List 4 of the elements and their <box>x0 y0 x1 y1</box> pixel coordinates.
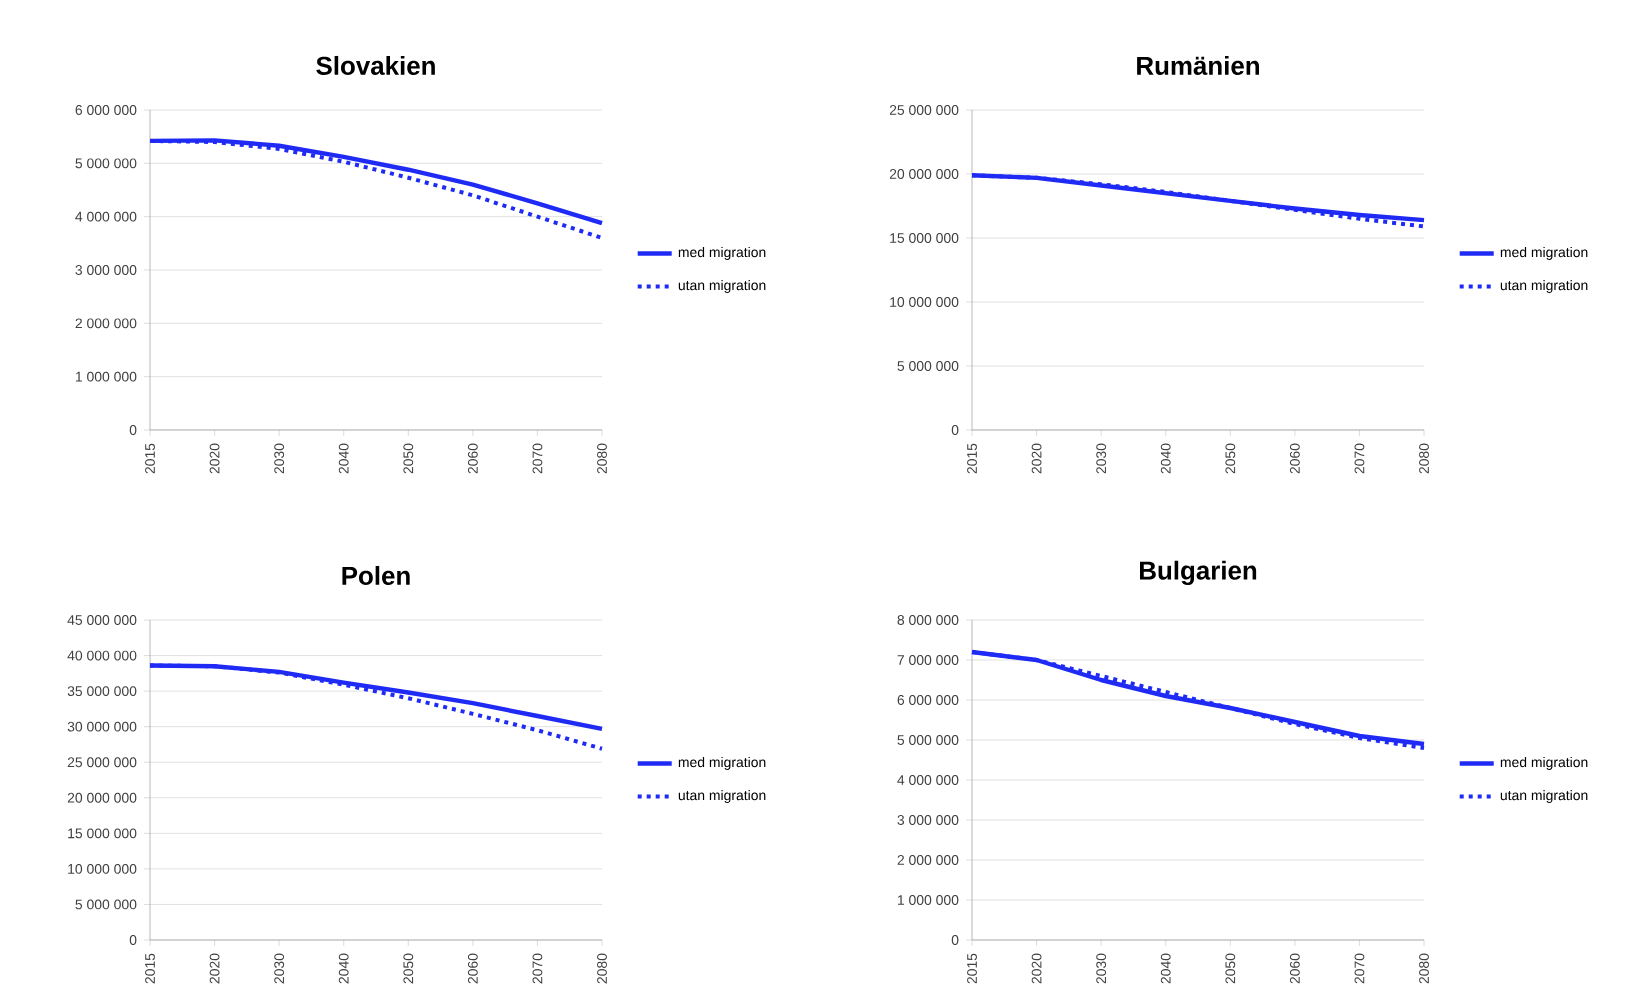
chart-title: Slovakien <box>316 55 435 75</box>
chart-title: Polen <box>342 565 410 585</box>
chart-title: Rumänien <box>1137 55 1260 75</box>
chart-title: Bulgarien <box>1140 560 1257 586</box>
